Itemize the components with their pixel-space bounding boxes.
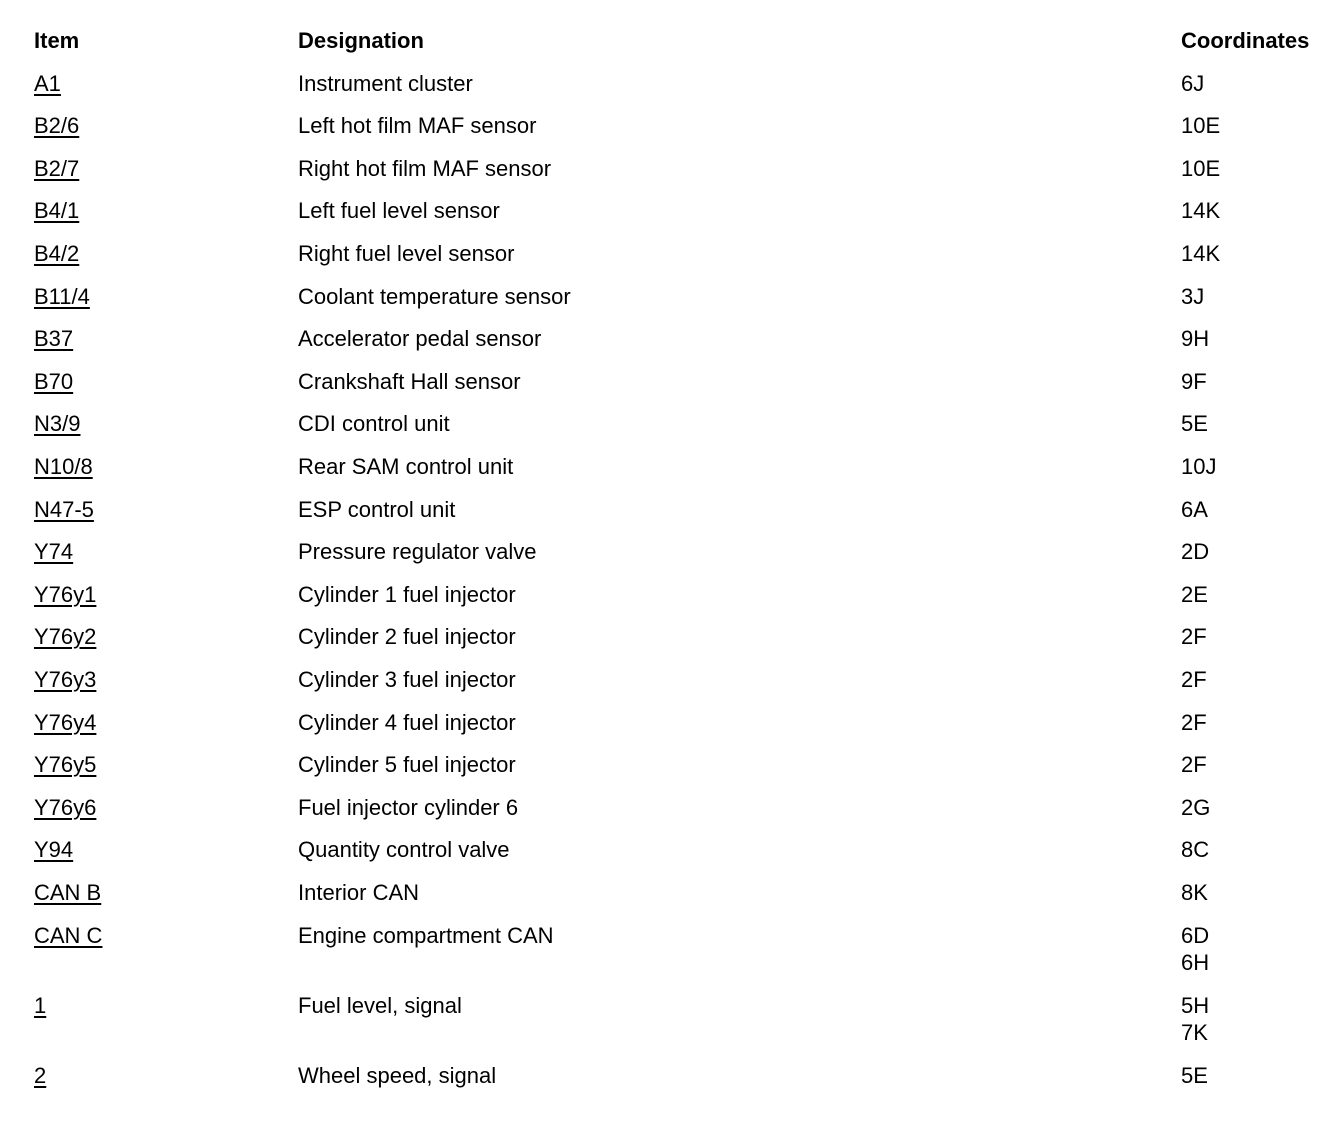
- designation: Coolant temperature sensor: [298, 283, 571, 309]
- coordinate: 2F: [1181, 666, 1207, 692]
- designation: Cylinder 4 fuel injector: [298, 709, 516, 735]
- coordinates: 9F: [1181, 368, 1207, 395]
- header-designation: Designation: [298, 28, 424, 53]
- coordinates: 9H: [1181, 325, 1209, 352]
- coordinate: 9F: [1181, 368, 1207, 394]
- coordinates: 2F: [1181, 751, 1207, 778]
- coordinates: 8C: [1181, 836, 1209, 863]
- coordinates: 2F: [1181, 623, 1207, 650]
- header-coordinates: Coordinates: [1181, 28, 1310, 53]
- coordinate: 6J: [1181, 70, 1205, 96]
- designation: Engine compartment CAN: [298, 922, 554, 948]
- item-link[interactable]: B4/1: [34, 198, 80, 224]
- designation: Interior CAN: [298, 879, 420, 905]
- coordinates: 14K: [1181, 240, 1220, 267]
- designation: Cylinder 1 fuel injector: [298, 581, 516, 607]
- coordinate: 10J: [1181, 453, 1217, 479]
- coordinate: 2F: [1181, 624, 1207, 650]
- designation: Quantity control valve: [298, 837, 510, 863]
- item-link[interactable]: 2: [34, 1062, 47, 1088]
- coordinate: 2G: [1181, 794, 1211, 820]
- coordinate: 3J: [1181, 283, 1205, 309]
- designation: Wheel speed, signal: [298, 1062, 497, 1088]
- coordinate: 10E: [1181, 155, 1221, 181]
- coordinates: 8K: [1181, 879, 1208, 906]
- coordinates: 5E: [1181, 410, 1208, 437]
- item-link[interactable]: Y76y3: [34, 666, 97, 692]
- header-item: Item: [34, 28, 80, 53]
- designation: Right hot film MAF sensor: [298, 155, 552, 181]
- coordinate: 7K: [1181, 1019, 1208, 1045]
- coordinate: 8K: [1181, 879, 1208, 905]
- coordinates: 10J: [1181, 453, 1216, 480]
- coordinate: 2F: [1181, 752, 1207, 778]
- item-link[interactable]: CAN B: [34, 879, 102, 905]
- coordinate: 6H: [1181, 949, 1210, 975]
- designation: Rear SAM control unit: [298, 453, 514, 479]
- coordinate: 9H: [1181, 326, 1210, 352]
- item-link[interactable]: Y76y1: [34, 581, 97, 607]
- designation: Accelerator pedal sensor: [298, 326, 542, 352]
- item-link[interactable]: N47-5: [34, 496, 94, 522]
- coordinate: 6D: [1181, 922, 1210, 948]
- coordinate: 10E: [1181, 113, 1221, 139]
- item-link[interactable]: B70: [34, 368, 74, 394]
- item-link[interactable]: Y76y6: [34, 794, 97, 820]
- coordinate: 5H: [1181, 992, 1210, 1018]
- coordinates: 2G: [1181, 794, 1210, 821]
- designation: Cylinder 2 fuel injector: [298, 624, 516, 650]
- designation: Cylinder 5 fuel injector: [298, 752, 516, 778]
- designation: Fuel level, signal: [298, 992, 462, 1018]
- item-link[interactable]: B37: [34, 326, 74, 352]
- designation: Left fuel level sensor: [298, 198, 500, 224]
- designation: Crankshaft Hall sensor: [298, 368, 521, 394]
- designation: Instrument cluster: [298, 70, 473, 96]
- coordinates: 3J: [1181, 283, 1204, 310]
- item-link[interactable]: N3/9: [34, 411, 81, 437]
- coordinates: 2D: [1181, 538, 1209, 565]
- coordinates: 6J: [1181, 70, 1204, 97]
- coordinates: 2E: [1181, 581, 1208, 608]
- item-link[interactable]: B2/7: [34, 155, 80, 181]
- coordinate: 14K: [1181, 240, 1221, 266]
- item-link[interactable]: 1: [34, 992, 47, 1018]
- item-link[interactable]: B2/6: [34, 113, 80, 139]
- coordinates: 5H 7K: [1181, 992, 1209, 1046]
- coordinate: 14K: [1181, 198, 1221, 224]
- designation: ESP control unit: [298, 496, 456, 522]
- designation: Pressure regulator valve: [298, 539, 537, 565]
- coordinates: 14K: [1181, 197, 1220, 224]
- designation: Cylinder 3 fuel injector: [298, 666, 516, 692]
- coordinate: 5E: [1181, 411, 1208, 437]
- item-link[interactable]: Y76y4: [34, 709, 97, 735]
- coordinates: 6A: [1181, 496, 1208, 523]
- coordinate: 2D: [1181, 539, 1210, 565]
- designation: Left hot film MAF sensor: [298, 113, 537, 139]
- item-link[interactable]: Y76y2: [34, 624, 97, 650]
- item-link[interactable]: N10/8: [34, 453, 93, 479]
- coordinates: 10E: [1181, 155, 1220, 182]
- item-link[interactable]: A1: [34, 70, 61, 96]
- item-link[interactable]: Y94: [34, 837, 74, 863]
- designation: Fuel injector cylinder 6: [298, 794, 519, 820]
- item-link[interactable]: B4/2: [34, 240, 80, 266]
- coordinates: 2F: [1181, 709, 1207, 736]
- coordinates: 5E: [1181, 1062, 1208, 1089]
- coordinate: 8C: [1181, 837, 1210, 863]
- designation: CDI control unit: [298, 411, 450, 437]
- coordinate: 2F: [1181, 709, 1207, 735]
- item-link[interactable]: CAN C: [34, 922, 103, 948]
- coordinate: 2E: [1181, 581, 1208, 607]
- item-link[interactable]: Y74: [34, 539, 74, 565]
- coordinate: 6A: [1181, 496, 1208, 522]
- item-link[interactable]: Y76y5: [34, 752, 97, 778]
- coordinates: 10E: [1181, 112, 1220, 139]
- coordinates: 6D 6H: [1181, 922, 1209, 976]
- coordinates: 2F: [1181, 666, 1207, 693]
- designation: Right fuel level sensor: [298, 240, 515, 266]
- item-link[interactable]: B11/4: [34, 283, 90, 309]
- coordinate: 5E: [1181, 1062, 1208, 1088]
